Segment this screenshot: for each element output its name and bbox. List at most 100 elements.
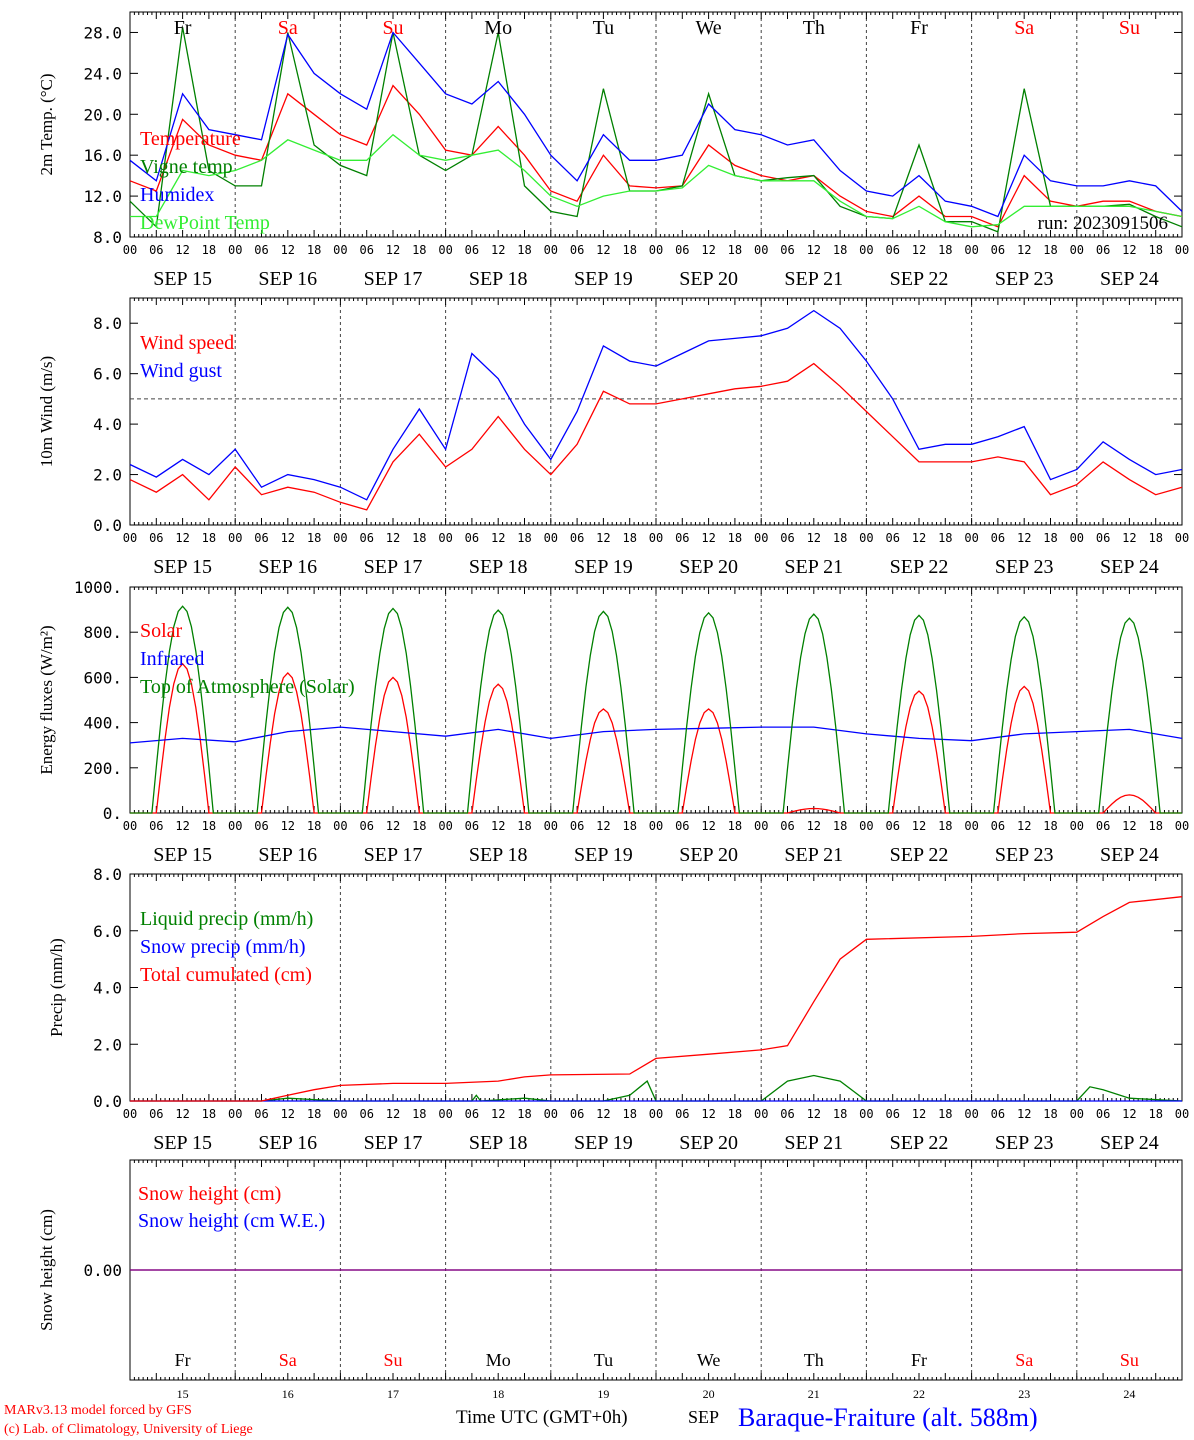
y-tick-label: 2.0 (93, 466, 122, 485)
hour-tick-label: 12 (1122, 1107, 1136, 1121)
hour-tick-label: 12 (912, 819, 926, 833)
hour-tick-label: 06 (149, 531, 163, 545)
hour-tick-label: 12 (596, 1107, 610, 1121)
hour-tick-label: 18 (307, 819, 321, 833)
weekday-label: Fr (911, 1350, 927, 1370)
hour-tick-label: 06 (1096, 819, 1110, 833)
hour-tick-label: 00 (964, 819, 978, 833)
series-line (130, 605, 1182, 814)
date-label: SEP 16 (258, 1132, 317, 1154)
hour-tick-label: 06 (991, 243, 1005, 257)
hour-tick-label: 12 (386, 819, 400, 833)
date-label: SEP 17 (364, 268, 423, 290)
credit-line-2: (c) Lab. of Climatology, University of L… (4, 1422, 253, 1437)
hour-tick-label: 00 (649, 819, 663, 833)
y-tick-label: 8.0 (93, 314, 122, 333)
date-label: SEP 18 (469, 1132, 528, 1154)
hour-tick-label: 18 (728, 819, 742, 833)
weekday-label: Fr (174, 17, 192, 39)
hour-tick-label: 06 (675, 243, 689, 257)
hour-tick-label: 12 (386, 243, 400, 257)
hour-tick-label: 00 (123, 1107, 137, 1121)
hour-tick-label: 06 (885, 243, 899, 257)
date-label: SEP 18 (469, 556, 528, 578)
date-label: SEP 23 (995, 556, 1054, 578)
hour-tick-label: 18 (833, 819, 847, 833)
hour-tick-label: 06 (675, 819, 689, 833)
hour-tick-label: 12 (1017, 819, 1031, 833)
hour-tick-label: 06 (465, 819, 479, 833)
y-tick-label: 16.0 (83, 146, 122, 165)
hour-tick-label: 06 (1096, 1107, 1110, 1121)
y-tick-label: 6.0 (93, 922, 122, 941)
hour-tick-label: 06 (570, 531, 584, 545)
hour-tick-label: 18 (412, 243, 426, 257)
hour-tick-label: 00 (964, 531, 978, 545)
date-label: SEP 21 (784, 844, 843, 866)
hour-tick-label: 06 (570, 1107, 584, 1121)
hour-tick-label: 12 (1017, 243, 1031, 257)
hour-tick-label: 18 (728, 243, 742, 257)
hour-tick-label: 00 (123, 531, 137, 545)
weekday-label: Sa (278, 17, 298, 39)
hour-tick-label: 18 (202, 1107, 216, 1121)
y-axis-title: Energy fluxes (W/m²) (37, 625, 56, 774)
date-label: SEP 15 (153, 1132, 212, 1154)
series-line (130, 896, 1183, 1102)
hour-tick-label: 12 (386, 531, 400, 545)
y-tick-label: 1000. (74, 578, 122, 597)
hour-tick-label: 18 (1043, 243, 1057, 257)
hour-tick-label: 06 (570, 819, 584, 833)
legend-entry: Liquid precip (mm/h) (140, 908, 313, 930)
hour-tick-label: 18 (1043, 531, 1057, 545)
hour-tick-label: 12 (175, 243, 189, 257)
hour-tick-label: 12 (596, 819, 610, 833)
weekday-label: Mo (486, 1350, 511, 1370)
date-label: SEP 21 (784, 1132, 843, 1154)
y-tick-label: 12.0 (83, 187, 122, 206)
legend-entry: Infrared (140, 648, 204, 670)
run-label: run: 2023091506 (1038, 213, 1168, 234)
hour-tick-label: 12 (596, 243, 610, 257)
hour-tick-label: 18 (412, 1107, 426, 1121)
y-tick-label: 8.0 (93, 228, 122, 247)
weekday-label: Th (804, 1350, 824, 1370)
date-label: SEP 24 (1100, 556, 1159, 578)
y-tick-label: 2.0 (93, 1035, 122, 1054)
day-number-label: 24 (1123, 1387, 1135, 1401)
weekday-label: Th (803, 17, 825, 39)
legend-entry: Snow height (cm) (138, 1183, 281, 1205)
legend-entry: Solar (140, 620, 183, 642)
hour-tick-label: 00 (859, 819, 873, 833)
hour-tick-label: 00 (333, 531, 347, 545)
weekday-label: Fr (175, 1350, 191, 1370)
day-number-label: 16 (282, 1387, 294, 1401)
hour-tick-label: 12 (281, 1107, 295, 1121)
hour-tick-label: 18 (938, 1107, 952, 1121)
plot-frame (129, 11, 1183, 238)
hour-tick-label: 06 (359, 243, 373, 257)
date-label: SEP 20 (679, 268, 738, 290)
hour-tick-label: 12 (1017, 531, 1031, 545)
legend-entry: Humidex (140, 184, 214, 206)
hour-tick-label: 12 (807, 243, 821, 257)
series-line (130, 133, 1183, 228)
date-label: SEP 23 (995, 1132, 1054, 1154)
hour-tick-label: 18 (622, 531, 636, 545)
weekday-label: Su (382, 17, 403, 39)
hour-tick-label: 18 (202, 531, 216, 545)
hour-tick-label: 06 (885, 531, 899, 545)
panel-3: 0. 200. 400. 600. 800. 1000. Energy fluxes (W/… (37, 578, 1183, 823)
day-number-label: 19 (597, 1387, 609, 1401)
date-label: SEP 16 (258, 844, 317, 866)
hour-tick-label: 00 (544, 1107, 558, 1121)
hour-tick-label: 12 (491, 819, 505, 833)
legend-entry: Wind gust (140, 360, 222, 382)
hour-tick-label: 00 (859, 531, 873, 545)
hour-tick-label: 00 (333, 819, 347, 833)
hour-tick-label: 00 (438, 531, 452, 545)
y-tick-label: 4.0 (93, 415, 122, 434)
date-label: SEP 18 (469, 844, 528, 866)
hour-tick-label: 00 (123, 243, 137, 257)
hour-tick-label: 06 (991, 819, 1005, 833)
